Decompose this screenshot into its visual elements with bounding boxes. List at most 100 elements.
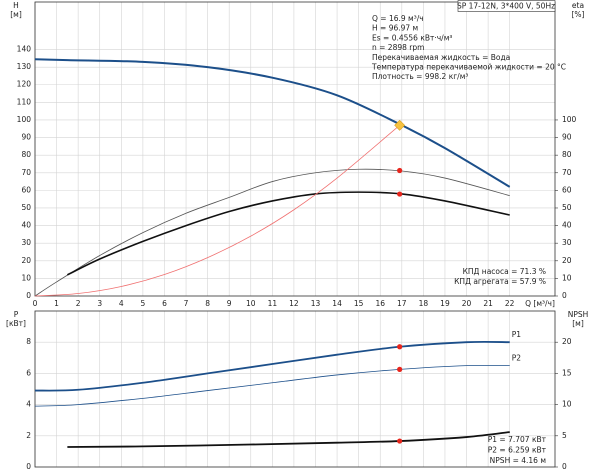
- operating-point: [397, 366, 403, 372]
- y2-axis-label: eta: [572, 1, 584, 10]
- y2-axis-label: NPSH: [568, 310, 589, 319]
- x-tick-label: 4: [119, 299, 124, 308]
- y-tick-label: 50: [21, 203, 31, 212]
- x-tick-label: 12: [289, 299, 299, 308]
- note-line: P2 = 6.259 кВт: [488, 446, 547, 455]
- info-line: H = 96.97 м: [372, 24, 418, 33]
- y2-tick-label: 30: [562, 238, 572, 247]
- operating-point: [394, 119, 406, 131]
- curve: [34, 58, 511, 188]
- y-tick-label: 8: [26, 337, 31, 346]
- y-tick-label: 0: [26, 291, 31, 300]
- x-tick-label: 18: [419, 299, 429, 308]
- y2-tick-label: 100: [562, 115, 577, 124]
- curve: [34, 124, 400, 297]
- y2-tick-label: 70: [562, 168, 572, 177]
- y2-tick-label: 0: [562, 291, 567, 300]
- y-tick-label: 130: [17, 62, 32, 71]
- x-tick-label: 14: [332, 299, 342, 308]
- x-tick-label: 13: [311, 299, 321, 308]
- x-tick-label: 19: [440, 299, 450, 308]
- plot-frame: [34, 1, 556, 297]
- y-tick-label: 90: [21, 133, 31, 142]
- y-tick-label: 140: [17, 45, 32, 54]
- y-tick-label: 80: [21, 150, 31, 159]
- y-tick-label: 2: [26, 431, 31, 440]
- info-line: Перекачиваемая жидкость = Вода: [372, 53, 510, 62]
- y2-tick-label: 15: [562, 368, 572, 377]
- note-line: NPSH = 4.16 м: [490, 456, 546, 465]
- curve-label: P1: [512, 330, 522, 339]
- operating-point: [397, 438, 403, 444]
- y-tick-label: 60: [21, 185, 31, 194]
- x-tick-label: 17: [397, 299, 407, 308]
- y2-tick-label: 80: [562, 150, 572, 159]
- y2-tick-label: 10: [562, 400, 572, 409]
- y-tick-label: 4: [26, 400, 31, 409]
- x-tick-label: 20: [462, 299, 472, 308]
- y2-axis-unit: [%]: [572, 10, 585, 19]
- title-box: [457, 0, 556, 12]
- x-tick-label: 9: [227, 299, 232, 308]
- y-tick-label: 120: [17, 80, 32, 89]
- x-tick-label: 0: [33, 299, 38, 308]
- y-tick-label: 20: [21, 256, 31, 265]
- y-axis-label: P: [14, 310, 19, 319]
- y-tick-label: 10: [21, 273, 31, 282]
- y-tick-label: 70: [21, 168, 31, 177]
- x-tick-label: 6: [162, 299, 167, 308]
- y2-tick-label: 10: [562, 273, 572, 282]
- x-tick-label: 3: [97, 299, 102, 308]
- y2-tick-label: 40: [562, 221, 572, 230]
- y-tick-label: 100: [17, 115, 32, 124]
- y2-tick-label: 20: [562, 256, 572, 265]
- x-tick-label: 5: [140, 299, 145, 308]
- x-tick-label: 16: [375, 299, 385, 308]
- curve: [34, 340, 510, 392]
- x-tick-label: 1: [54, 299, 59, 308]
- operating-point: [397, 344, 403, 350]
- y2-tick-label: 50: [562, 203, 572, 212]
- x-tick-label: 22: [505, 299, 515, 308]
- y2-axis-unit: [м]: [572, 319, 584, 328]
- x-tick-label: 10: [246, 299, 256, 308]
- y-tick-label: 30: [21, 238, 31, 247]
- info-line: Es = 0.4556 кВт·ч/м³: [372, 33, 452, 42]
- x-tick-label: 8: [205, 299, 210, 308]
- y2-tick-label: 90: [562, 133, 572, 142]
- x-tick-label: 2: [76, 299, 81, 308]
- x-tick-label: 15: [354, 299, 364, 308]
- operating-point: [397, 167, 403, 174]
- y-axis-unit: [кВт]: [6, 319, 26, 328]
- y2-tick-label: 0: [562, 462, 567, 471]
- y-axis-unit: [м]: [10, 10, 22, 19]
- y2-tick-label: 20: [562, 337, 572, 346]
- curve: [34, 364, 510, 407]
- info-line: n = 2898 rpm: [372, 43, 424, 52]
- curve: [67, 191, 510, 276]
- chart-title: SP 17-12N, 3*400 V, 50Hz: [457, 2, 555, 11]
- curve-label: P2: [512, 354, 522, 363]
- y2-tick-label: 60: [562, 185, 572, 194]
- curve: [67, 431, 510, 448]
- y2-tick-label: 5: [562, 431, 567, 440]
- info-line: Плотность = 998.2 кг/м³: [372, 72, 468, 81]
- note-line: КПД агрегата = 57.9 %: [454, 277, 546, 286]
- y-tick-label: 0: [26, 462, 31, 471]
- y-tick-label: 40: [21, 221, 31, 230]
- note-line: КПД насоса = 71.3 %: [463, 267, 546, 276]
- y-axis-label: H: [13, 1, 19, 10]
- x-axis-label: Q [м³/ч]: [525, 299, 555, 308]
- y-tick-label: 6: [26, 368, 31, 377]
- info-line: Температура перекачиваемой жидкости = 20…: [371, 63, 566, 72]
- x-tick-label: 7: [184, 299, 189, 308]
- x-tick-label: 11: [268, 299, 278, 308]
- operating-point: [397, 191, 403, 197]
- curve: [34, 168, 510, 297]
- y-tick-label: 110: [17, 97, 32, 106]
- x-tick-label: 21: [483, 299, 493, 308]
- note-line: P1 = 7.707 кВт: [488, 435, 547, 444]
- info-line: Q = 16.9 м³/ч: [372, 14, 424, 23]
- plot-frame: [34, 310, 556, 468]
